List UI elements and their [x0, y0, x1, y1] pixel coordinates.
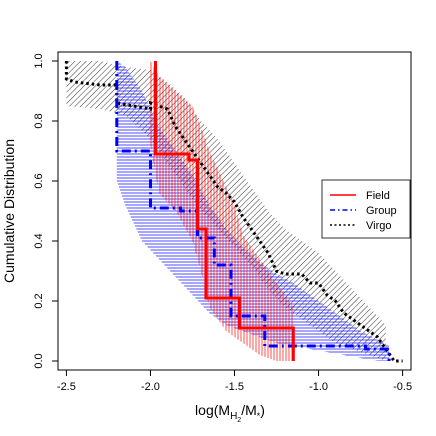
band-group [116, 61, 390, 361]
legend-label-virgo: Virgo [366, 220, 391, 232]
y-axis: 0.0 0.2 0.4 0.6 0.8 1.0 [33, 53, 58, 369]
series-lines [64, 61, 403, 363]
series-line-group [115, 61, 391, 361]
legend-label-field: Field [366, 190, 390, 202]
x-axis-title: log(MH2/M*) [195, 402, 265, 424]
series-line-virgo [64, 61, 403, 363]
x-axis-title-sub2: 2 [237, 417, 241, 424]
series-line-field [154, 61, 295, 361]
legend-box [321, 179, 411, 239]
uncertainty-bands [66, 61, 390, 361]
x-axis: -2.5 -2.0 -1.5 -1.0 -0.5 [57, 369, 412, 393]
y-tick-label: 0.6 [33, 173, 45, 188]
y-tick-label: 0.4 [33, 233, 45, 248]
x-axis-title-sub3: * [257, 411, 261, 421]
y-tick-label: 0.2 [33, 293, 45, 308]
band-field [150, 61, 294, 361]
x-tick-label: -0.5 [393, 381, 412, 393]
legend: Field Group Virgo [321, 179, 411, 239]
x-axis-title-mid: /M [241, 402, 257, 418]
x-axis-title-pre: log(M [195, 402, 230, 418]
y-axis-title: Cumulative Distribution [1, 139, 17, 283]
legend-label-group: Group [366, 205, 397, 217]
y-tick-label: 1.0 [33, 53, 45, 68]
x-axis-title-post: ) [260, 402, 265, 418]
x-tick-label: -1.0 [309, 381, 328, 393]
x-tick-label: -2.5 [57, 381, 76, 393]
x-axis-title-sub1: H [230, 411, 237, 422]
x-tick-label: -1.5 [225, 381, 244, 393]
y-tick-label: 0.0 [33, 353, 45, 368]
x-tick-label: -2.0 [141, 381, 160, 393]
y-tick-label: 0.8 [33, 113, 45, 128]
